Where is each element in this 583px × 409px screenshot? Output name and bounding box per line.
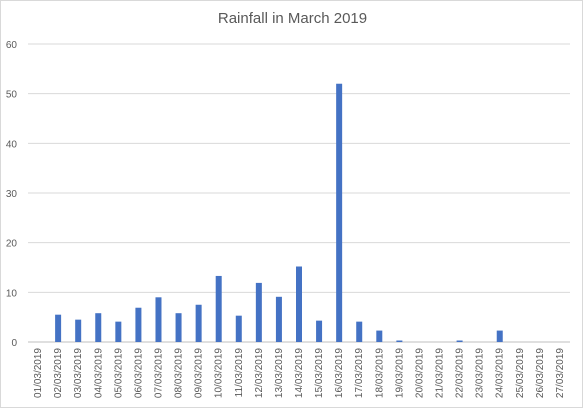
x-tick-label: 19/03/2019	[394, 348, 405, 398]
bar	[316, 320, 323, 342]
x-tick-label: 13/03/2019	[274, 348, 285, 398]
x-tick-label: 27/03/2019	[555, 348, 566, 398]
x-tick-label: 03/03/2019	[73, 348, 84, 398]
x-tick-label: 07/03/2019	[153, 348, 164, 398]
x-tick-label: 08/03/2019	[174, 348, 185, 398]
x-tick-label: 05/03/2019	[113, 348, 124, 398]
x-tick-label: 18/03/2019	[374, 348, 385, 398]
y-tick-label: 20	[6, 239, 18, 250]
bar	[95, 313, 102, 342]
y-tick-label: 30	[6, 189, 18, 200]
y-tick-label: 40	[6, 139, 18, 150]
x-tick-label: 22/03/2019	[455, 348, 466, 398]
bars	[55, 83, 503, 342]
bar	[356, 321, 363, 342]
x-tick-label: 20/03/2019	[414, 348, 425, 398]
y-axis-ticks: 0 10 20 30 40 50 60	[6, 40, 18, 349]
x-axis-ticks: 01/03/2019 02/03/2019 03/03/2019 04/03/2019…	[33, 348, 566, 398]
bar	[55, 314, 62, 342]
x-tick-label: 09/03/2019	[194, 348, 205, 398]
bar	[376, 330, 383, 342]
x-tick-label: 16/03/2019	[334, 348, 345, 398]
x-tick-label: 01/03/2019	[33, 348, 44, 398]
bar	[496, 330, 503, 342]
bar	[235, 315, 242, 342]
y-tick-label: 50	[6, 90, 18, 101]
bar	[296, 266, 302, 342]
x-tick-label: 24/03/2019	[495, 348, 506, 398]
bar	[115, 321, 122, 342]
x-tick-label: 23/03/2019	[475, 348, 486, 398]
x-tick-label: 12/03/2019	[254, 348, 265, 398]
x-tick-label: 14/03/2019	[294, 348, 305, 398]
y-tick-label: 60	[6, 40, 18, 51]
x-tick-label: 11/03/2019	[234, 348, 245, 398]
bar	[155, 297, 162, 342]
x-tick-label: 04/03/2019	[93, 348, 104, 398]
x-tick-label: 06/03/2019	[133, 348, 144, 398]
bar	[396, 340, 403, 342]
bar	[275, 296, 282, 342]
x-tick-label: 02/03/2019	[53, 348, 64, 398]
x-tick-label: 17/03/2019	[354, 348, 365, 398]
bar	[255, 282, 262, 342]
bar	[75, 319, 82, 342]
bar	[456, 340, 463, 342]
y-tick-label: 10	[6, 288, 18, 299]
bar	[195, 304, 202, 342]
x-tick-label: 15/03/2019	[314, 348, 325, 398]
x-tick-label: 21/03/2019	[435, 348, 446, 398]
bar	[215, 275, 222, 342]
bar	[135, 307, 142, 342]
x-tick-label: 10/03/2019	[214, 348, 225, 398]
chart-title: Rainfall in March 2019	[217, 10, 368, 27]
x-tick-label: 25/03/2019	[515, 348, 526, 398]
y-tick-label: 0	[11, 338, 17, 349]
bar	[336, 83, 343, 342]
bar	[175, 313, 182, 342]
x-tick-label: 26/03/2019	[535, 348, 546, 398]
